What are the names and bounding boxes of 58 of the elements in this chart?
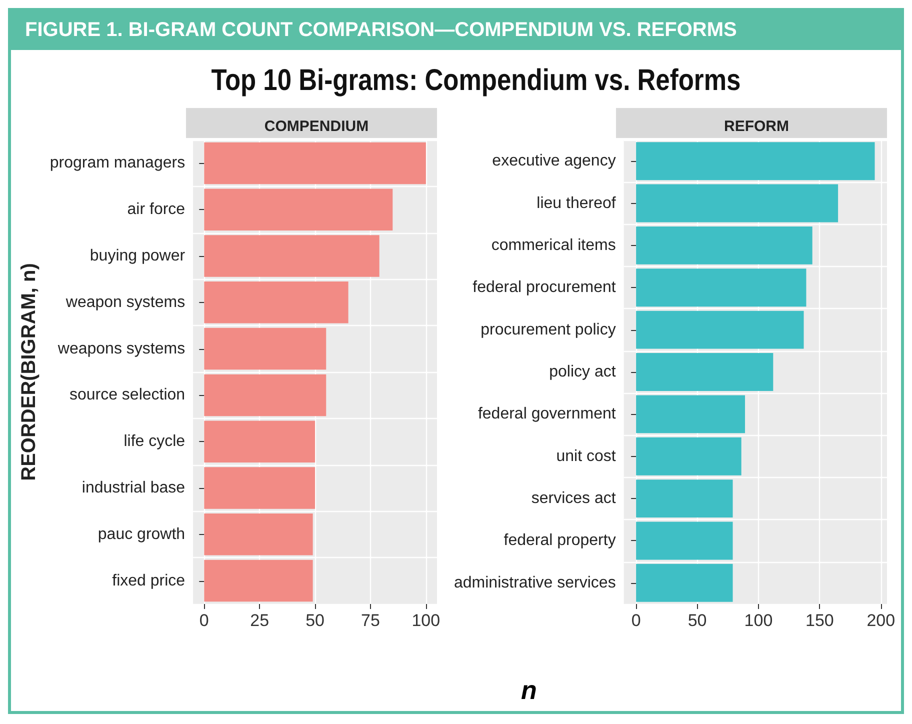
text: Top 10 Bi-grams: Compendium vs. Reforms — [210, 64, 742, 98]
chart-title: COMPENDIUM — [264, 118, 369, 135]
bar — [204, 374, 326, 416]
y-tick-label: fixed price — [112, 572, 186, 590]
bar — [636, 184, 838, 222]
bar — [636, 564, 733, 602]
y-tick-label: weapon systems — [64, 294, 186, 311]
x-tick-label: 0 — [631, 611, 641, 630]
bar — [204, 560, 313, 602]
y-tick-label: program managers — [50, 154, 186, 172]
y-tick-label: federal government — [478, 406, 616, 423]
y-tick-label: pauc growth — [98, 526, 186, 543]
bar — [204, 188, 393, 230]
bar — [204, 142, 426, 184]
x-tick-label: 25 — [250, 611, 270, 630]
bar — [204, 328, 326, 370]
x-tick-label: 100 — [412, 611, 440, 630]
bar — [636, 522, 733, 560]
bar — [636, 310, 804, 349]
y-tick-label: lieu thereof — [536, 194, 616, 212]
y-tick-label: administrative services — [454, 574, 616, 592]
bar — [636, 353, 774, 391]
y-tick-label: executive agency — [492, 152, 616, 170]
y-tick-label: buying power — [90, 248, 186, 264]
y-tick-label: source selection — [69, 386, 186, 404]
chart-title: REFORM — [724, 118, 789, 135]
bar — [204, 420, 316, 462]
y-tick-label: unit cost — [556, 448, 616, 465]
x-tick-label: 75 — [361, 611, 380, 630]
bar — [636, 268, 806, 307]
x-tick-label: 0 — [199, 611, 209, 630]
x-tick-label: 100 — [744, 611, 773, 630]
y-tick-label: industrial base — [82, 480, 186, 496]
y-tick-label: air force — [127, 201, 186, 218]
x-tick-label: 200 — [866, 611, 896, 630]
bar — [204, 235, 380, 277]
y-tick-label: services act — [531, 490, 616, 508]
y-tick-label: life cycle — [124, 433, 186, 450]
x-tick-label: 150 — [805, 611, 834, 630]
bar — [636, 480, 733, 518]
y-tick-label: federal property — [504, 532, 616, 550]
bar — [204, 514, 313, 556]
y-tick-label: policy act — [549, 364, 616, 380]
bar — [636, 142, 875, 180]
bar — [636, 226, 812, 264]
y-tick-label: federal procurement — [472, 279, 616, 296]
bar — [636, 437, 742, 476]
y-axis-title: REORDER(BIGRAM, n) — [18, 263, 40, 481]
y-tick-label: weapons systems — [56, 340, 186, 358]
y-tick-label: commerical items — [491, 236, 616, 254]
caption: FIGURE 1. BI-GRAM COUNT COMPARISON—COMPENDIUM VS. REFORMS — [11, 11, 901, 50]
y-tick-label: procurement policy — [480, 321, 616, 338]
bar — [204, 282, 348, 324]
x-tick-label: 50 — [688, 611, 707, 630]
x-axis-title: n — [521, 675, 537, 706]
bar — [636, 395, 746, 434]
bar — [204, 467, 316, 509]
x-tick-label: 50 — [306, 611, 324, 630]
